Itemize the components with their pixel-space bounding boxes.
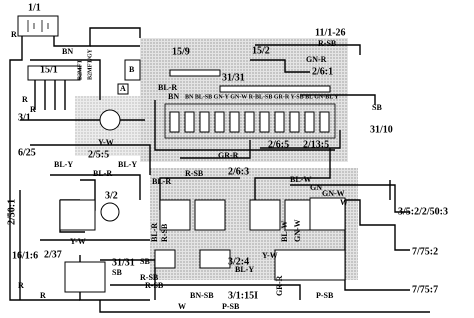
label: 2/5:5 (88, 149, 109, 160)
label: R (40, 291, 46, 300)
label: GN (310, 183, 322, 192)
label: 1/1 (28, 2, 41, 13)
label: 2/6:1 (312, 66, 333, 77)
label: 15/2 (252, 45, 270, 56)
label: R-SB (160, 223, 169, 242)
label: 3/2:4 (228, 256, 249, 267)
wires (9, 27, 430, 313)
label: B (129, 65, 135, 74)
label: BN (168, 92, 179, 101)
label: Y-W (98, 138, 114, 147)
label: BL-W (290, 175, 311, 184)
label: P-SB (316, 291, 334, 300)
label: R (18, 281, 24, 290)
label: B2MFT (77, 60, 83, 80)
label: A (120, 84, 126, 93)
label: R-SB (140, 273, 159, 282)
label: GR-R (275, 275, 284, 296)
label: R-SB (185, 169, 204, 178)
label: 2/13:5 (303, 139, 329, 150)
label: BL-R (150, 223, 159, 242)
label: 2/37 (44, 249, 62, 260)
label: SB (112, 268, 122, 277)
label: 6/25 (18, 147, 36, 158)
label: GN-R (306, 55, 327, 64)
label: 16/1:6 (12, 250, 38, 261)
label: GR-R (218, 151, 239, 160)
label: SB (372, 103, 382, 112)
label: BL-R (158, 83, 177, 92)
label: 31/10 (370, 124, 393, 135)
label: 3/2 (105, 190, 118, 201)
label: 7/75:7 (412, 284, 438, 295)
label: W (340, 198, 348, 207)
label: GN-W (322, 189, 345, 198)
fuse-box-zone (140, 38, 348, 162)
label: BN BL-SB GN-Y GN-W R-BL-SB GR-R Y-SB BL … (185, 94, 339, 100)
label: BL-W (280, 221, 289, 242)
label: R (30, 105, 36, 114)
label: 3/1:15I (228, 290, 258, 301)
label: BL-Y (235, 265, 254, 274)
label: W (178, 302, 186, 311)
label: B2MFT/GY (87, 48, 93, 80)
label: BL-Y (118, 160, 137, 169)
fuse-row (164, 69, 336, 139)
label: R-SB (145, 281, 164, 290)
label: 2/6:3 (228, 166, 249, 177)
label: 2/6:5 (268, 139, 289, 150)
label: BL-Y (54, 160, 73, 169)
label: R (22, 95, 28, 104)
label: 15/9 (172, 46, 190, 57)
relays (59, 59, 346, 293)
label: 15/1 (40, 64, 58, 75)
label: 7/75:2 (412, 246, 438, 257)
label: R-SB (318, 39, 337, 48)
label: BL-R (152, 177, 171, 186)
label: P-SB (222, 302, 240, 311)
label: BN (62, 47, 73, 56)
label: BN-SB (190, 291, 214, 300)
label: 2/50:1 (6, 199, 17, 225)
label: 3/5:2/2/50:3 (398, 206, 448, 217)
label: R (11, 30, 17, 39)
label: 3/1 (18, 112, 31, 123)
label: 31/31 (222, 72, 245, 83)
label: BL-R (93, 169, 112, 178)
label: GN-W (293, 219, 302, 242)
label: SB (140, 257, 150, 266)
label: 31/31 (112, 257, 135, 268)
label: 11/1-26 (315, 27, 346, 38)
battery (17, 15, 59, 37)
label: Y-W (70, 237, 86, 246)
label: Y-W (262, 251, 278, 260)
